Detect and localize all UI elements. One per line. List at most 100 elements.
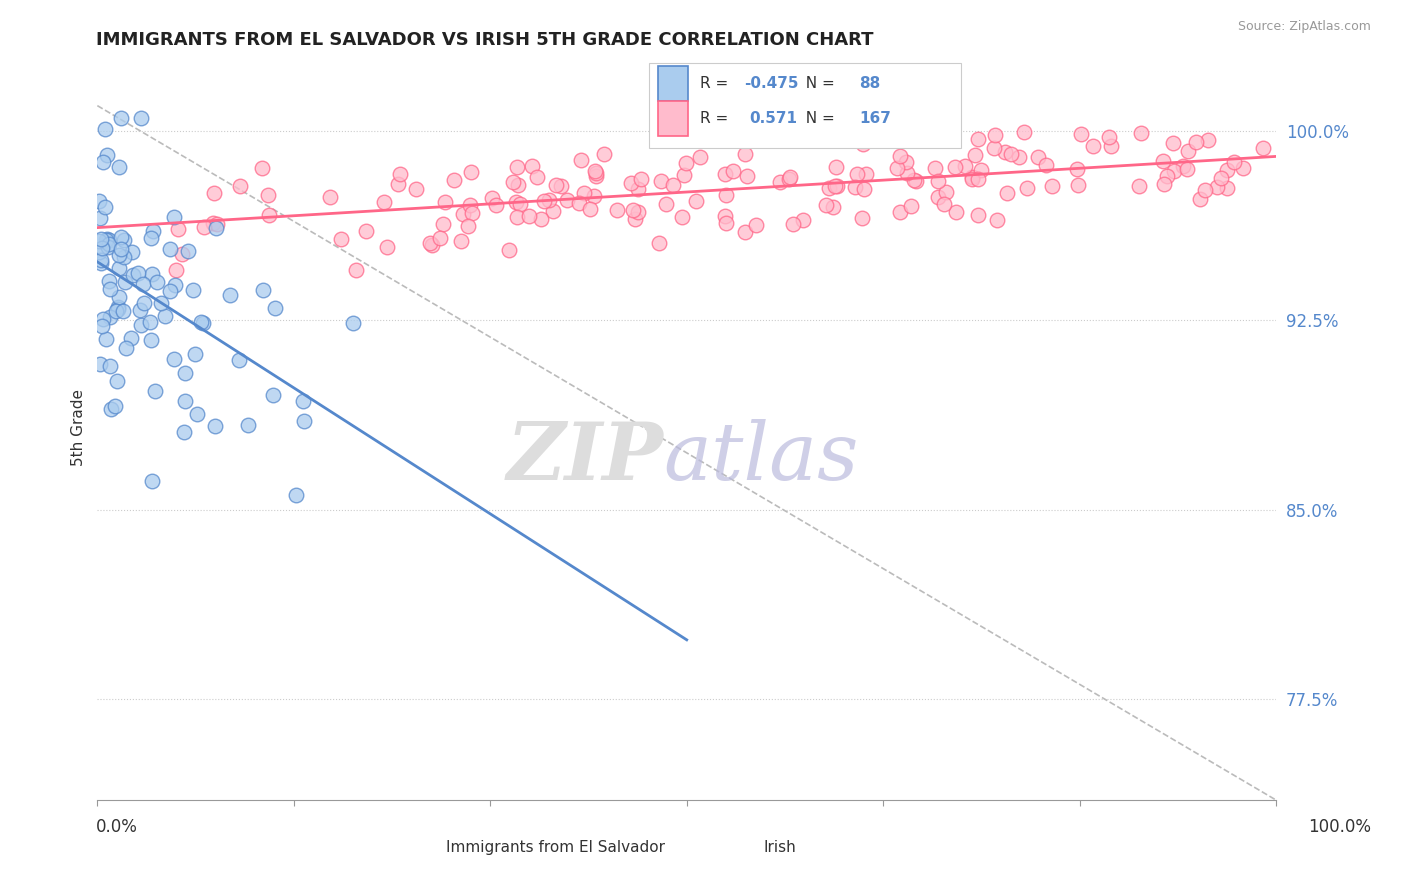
Point [723,163,745,178]
Point [105,303,128,318]
Point [1081,139,1104,153]
Point [821,200,844,214]
Point [1189,192,1212,206]
Point [735,169,758,184]
Point [568,195,591,210]
Point [129,318,152,332]
Point [186,407,208,421]
Point [685,194,707,208]
Point [114,275,136,289]
Point [481,191,503,205]
Point [177,244,200,258]
Point [519,209,541,223]
Point [458,198,481,212]
Point [984,128,1007,143]
Point [142,224,165,238]
Point [112,304,135,318]
Text: atlas: atlas [664,418,859,496]
Point [986,212,1008,227]
Point [970,162,993,177]
Point [110,112,132,126]
Point [146,275,169,289]
Point [121,245,143,260]
Point [89,234,111,248]
Point [107,300,129,314]
Point [163,211,186,225]
Point [1163,136,1185,150]
Point [714,217,737,231]
Point [204,419,226,434]
Point [963,147,986,161]
Point [533,194,555,208]
Point [110,229,132,244]
Point [966,208,988,222]
Point [550,179,572,194]
Point [967,132,990,146]
Point [344,262,367,277]
Point [450,234,472,248]
Point [132,296,155,310]
Point [778,172,800,186]
Point [526,170,548,185]
Point [886,161,908,175]
Point [983,141,1005,155]
Point [1171,160,1194,174]
Point [1098,129,1121,144]
Point [905,174,928,188]
Point [932,197,955,211]
Point [1099,139,1122,153]
Point [90,232,112,246]
Text: IMMIGRANTS FROM EL SALVADOR VS IRISH 5TH GRADE CORRELATION CHART: IMMIGRANTS FROM EL SALVADOR VS IRISH 5TH… [96,31,873,49]
Point [872,128,894,143]
Point [675,156,697,170]
Point [734,225,756,239]
Point [585,169,607,184]
Point [139,315,162,329]
Point [1040,178,1063,193]
Point [453,207,475,221]
Point [141,268,163,282]
Point [166,222,188,236]
Point [844,180,866,194]
Point [96,232,118,246]
Point [263,301,285,315]
Point [259,207,281,221]
Point [582,188,605,202]
Text: 167: 167 [859,111,890,126]
Point [1070,127,1092,141]
Point [129,303,152,318]
Point [769,175,792,189]
Point [541,203,564,218]
FancyBboxPatch shape [658,66,688,102]
Point [460,206,482,220]
Point [506,160,529,174]
Point [163,278,186,293]
Point [418,235,440,250]
Text: Irish: Irish [763,839,797,855]
Point [1012,125,1035,139]
Point [141,474,163,488]
Point [108,248,131,262]
Point [163,351,186,366]
Point [112,250,135,264]
Point [583,163,606,178]
Point [143,384,166,398]
Point [620,176,643,190]
Point [927,174,949,188]
Point [1185,136,1208,150]
Point [1206,179,1229,194]
Point [1015,181,1038,195]
Point [571,153,593,167]
Point [292,414,315,428]
Point [127,266,149,280]
Point [814,198,837,212]
FancyBboxPatch shape [658,101,688,136]
Point [853,182,876,196]
Text: N =: N = [796,76,839,91]
Point [818,181,841,195]
Point [960,172,983,186]
Text: ZIP: ZIP [506,418,664,496]
Point [782,217,804,231]
Point [115,341,138,355]
Text: 0.571: 0.571 [749,111,797,126]
